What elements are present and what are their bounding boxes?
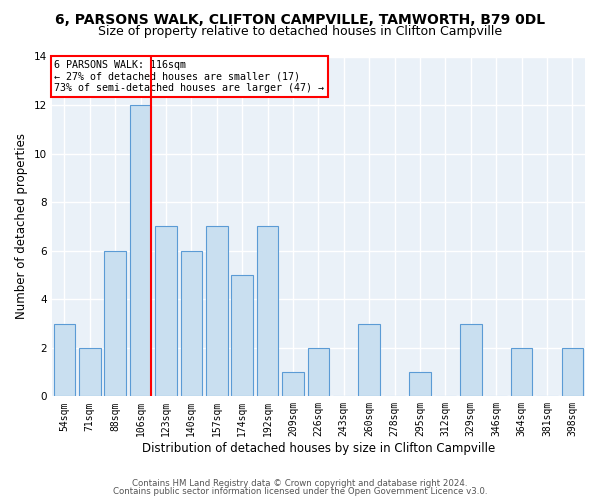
Bar [308,348,329,397]
Bar [511,348,532,397]
Bar [257,226,278,396]
Bar [282,372,304,396]
Text: Contains HM Land Registry data © Crown copyright and database right 2024.: Contains HM Land Registry data © Crown c… [132,478,468,488]
Bar [104,250,126,396]
Bar [232,275,253,396]
Bar [181,250,202,396]
Bar [358,324,380,396]
Bar [562,348,583,397]
Bar [130,105,151,397]
Bar [206,226,227,396]
Bar [155,226,177,396]
Text: Contains public sector information licensed under the Open Government Licence v3: Contains public sector information licen… [113,487,487,496]
Text: 6, PARSONS WALK, CLIFTON CAMPVILLE, TAMWORTH, B79 0DL: 6, PARSONS WALK, CLIFTON CAMPVILLE, TAMW… [55,12,545,26]
X-axis label: Distribution of detached houses by size in Clifton Campville: Distribution of detached houses by size … [142,442,495,455]
Text: 6 PARSONS WALK: 116sqm
← 27% of detached houses are smaller (17)
73% of semi-det: 6 PARSONS WALK: 116sqm ← 27% of detached… [55,60,325,93]
Bar [409,372,431,396]
Bar [460,324,482,396]
Y-axis label: Number of detached properties: Number of detached properties [15,134,28,320]
Bar [79,348,101,397]
Text: Size of property relative to detached houses in Clifton Campville: Size of property relative to detached ho… [98,25,502,38]
Bar [53,324,75,396]
